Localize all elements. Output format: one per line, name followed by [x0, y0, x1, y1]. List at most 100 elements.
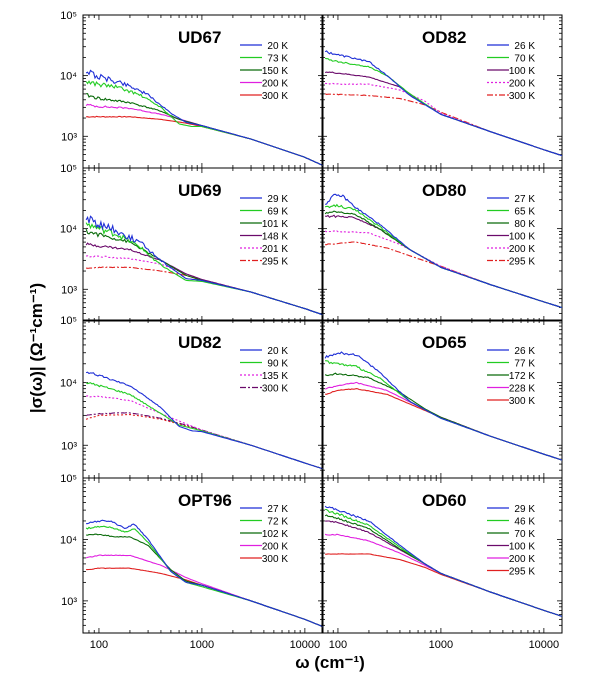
legend-label: 26 K: [514, 346, 535, 357]
series-line-26-k: [324, 50, 562, 157]
legend-label: 73 K: [267, 54, 288, 65]
y-tick-label: 10³: [61, 596, 77, 608]
panel-label: UD82: [178, 333, 221, 352]
series-line-29-k: [85, 215, 323, 316]
series-group: [85, 519, 323, 628]
series-line-200-k: [325, 82, 562, 157]
legend-label: 100 K: [509, 542, 535, 553]
legend-label: 200 K: [509, 79, 535, 90]
panel-label: OPT96: [178, 491, 232, 510]
series-group: [324, 505, 562, 617]
legend-label: 29 K: [267, 194, 288, 205]
legend-label: 300 K: [509, 396, 535, 407]
legend-label: 27 K: [267, 504, 288, 515]
x-tick-label: 100: [90, 639, 108, 651]
y-tick-label: 10⁵: [60, 473, 77, 485]
series-group: [324, 193, 562, 309]
y-tick-label: 10⁴: [60, 224, 77, 236]
legend-label: 295 K: [509, 567, 535, 578]
legend-label: 29 K: [514, 504, 535, 515]
y-tick-label: 10⁴: [60, 71, 77, 83]
y-tick-label: 10⁵: [60, 315, 77, 327]
y-tick-label: 10³: [61, 440, 77, 452]
legend-label: 300 K: [262, 554, 288, 565]
legend-label: 46 K: [514, 517, 535, 528]
legend-label: 200 K: [509, 244, 535, 255]
legend-label: 295 K: [509, 257, 535, 268]
legend-label: 200 K: [509, 554, 535, 565]
legend-label: 295 K: [262, 257, 288, 268]
legend-label: 135 K: [262, 371, 288, 382]
y-tick-label: 10⁴: [60, 378, 77, 390]
legend-label: 228 K: [509, 384, 535, 395]
series-line-200-k: [85, 554, 323, 628]
series-line-27-k: [324, 193, 562, 309]
series-line-300-k: [85, 412, 323, 470]
legend-label: 80 K: [514, 219, 535, 230]
panel-label: OD82: [422, 28, 466, 47]
panel-label: OD65: [422, 333, 466, 352]
series-line-135-k: [85, 395, 323, 470]
legend-label: 200 K: [262, 79, 288, 90]
panel-label: OD80: [422, 181, 466, 200]
y-tick-label: 10³: [61, 131, 77, 143]
legend-label: 20 K: [267, 346, 288, 357]
panel-frame: [82, 167, 324, 322]
series-line-27-k: [86, 519, 323, 628]
series-line-29-k: [324, 505, 562, 617]
y-tick-label: 10³: [61, 284, 77, 296]
panel-frame: [82, 477, 324, 634]
legend-label: 72 K: [267, 517, 288, 528]
x-tick-label: 1000: [190, 639, 214, 651]
legend-label: 300 K: [262, 91, 288, 102]
x-axis-label: ω (cm⁻¹): [295, 653, 365, 672]
series-line-extra: [85, 413, 323, 470]
series-line-20-k: [85, 69, 323, 166]
legend-label: 172 K: [509, 371, 535, 382]
panel-label: OD60: [422, 491, 466, 510]
series-line-90-k: [85, 382, 323, 470]
x-tick-label: 10000: [529, 639, 560, 651]
legend-label: 26 K: [514, 41, 535, 52]
legend-label: 200 K: [262, 542, 288, 553]
legend-label: 65 K: [514, 207, 535, 218]
legend-label: 300 K: [509, 91, 535, 102]
panel-label: UD67: [178, 28, 221, 47]
legend-label: 27 K: [514, 194, 535, 205]
panel-label: UD69: [178, 181, 221, 200]
legend-label: 148 K: [262, 232, 288, 243]
legend-label: 300 K: [262, 384, 288, 395]
legend-label: 101 K: [262, 219, 288, 230]
panel-frame: [321, 477, 563, 634]
panel-frame: [321, 167, 563, 322]
legend-label: 102 K: [262, 529, 288, 540]
legend-label: 70 K: [514, 54, 535, 65]
legend-label: 77 K: [514, 359, 535, 370]
legend-label: 90 K: [267, 359, 288, 370]
series-line-295-k: [86, 266, 323, 316]
x-tick-label: 100: [329, 639, 347, 651]
series-line-300-k: [86, 115, 323, 166]
legend-label: 70 K: [514, 529, 535, 540]
x-tick-label: 1000: [429, 639, 453, 651]
series-line-150-k: [86, 93, 323, 166]
series-line-26-k: [324, 351, 562, 461]
series-line-200-k: [85, 103, 323, 166]
legend-label: 100 K: [509, 232, 535, 243]
y-axis-label: |σ(ω)| (Ω⁻¹cm⁻¹): [27, 283, 46, 413]
series-group: [85, 69, 323, 166]
legend-label: 20 K: [267, 41, 288, 52]
y-tick-label: 10⁵: [60, 10, 77, 22]
legend-label: 201 K: [262, 244, 288, 255]
legend-label: 150 K: [262, 66, 288, 77]
legend-label: 69 K: [267, 207, 288, 218]
series-line-300-k: [324, 93, 562, 157]
